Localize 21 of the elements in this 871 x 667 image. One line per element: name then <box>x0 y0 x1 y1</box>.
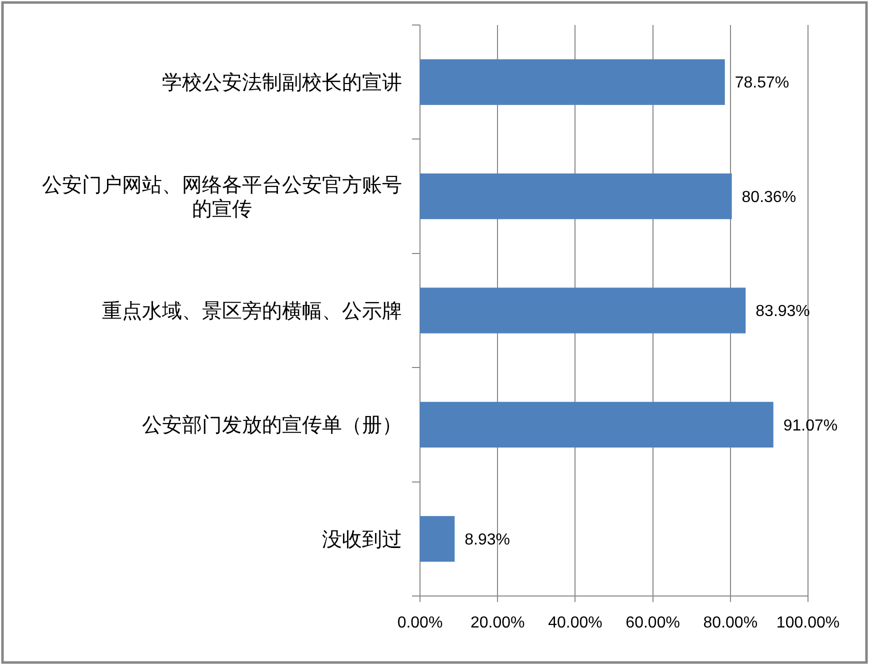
x-tick-label: 60.00% <box>626 614 680 632</box>
data-label: 78.57% <box>734 74 790 92</box>
y-tick-label: 公安门户网站、网络各平台公安官方账号的宣传 <box>42 172 402 220</box>
bar <box>420 402 774 448</box>
data-label: 91.07% <box>783 417 838 434</box>
y-tick-label: 公安部门发放的宣传单（册） <box>142 412 402 437</box>
x-tick-label: 80.00% <box>703 614 758 632</box>
y-tick-label: 学校公安法制副校长的宣讲 <box>162 70 402 94</box>
data-label: 83.93% <box>756 303 810 320</box>
bar <box>420 59 725 105</box>
data-label: 8.93% <box>464 532 510 548</box>
y-tick-label: 重点水域、景区旁的横幅、公示牌 <box>102 298 402 322</box>
bar <box>420 173 732 220</box>
x-tick-label: 40.00% <box>548 614 602 632</box>
x-tick-label: 20.00% <box>470 614 525 632</box>
data-label: 80.36% <box>742 188 796 206</box>
x-tick-label: 100.00% <box>776 614 840 632</box>
bar <box>420 288 746 334</box>
bar <box>420 516 455 562</box>
x-tick-label: 0.00% <box>397 614 443 632</box>
y-tick-label: 没收到过 <box>322 526 402 551</box>
